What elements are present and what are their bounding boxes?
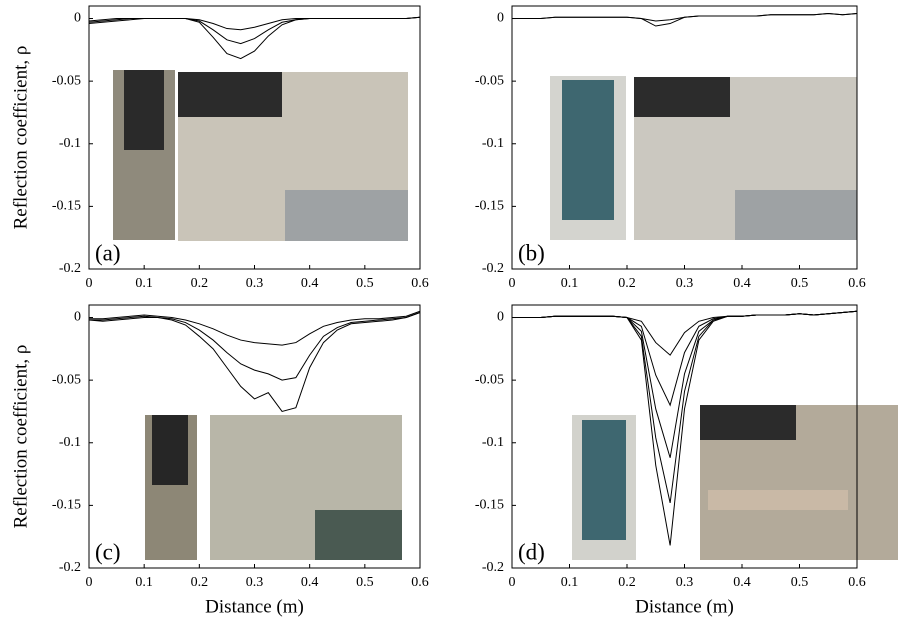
photo-detail — [152, 415, 188, 485]
y-tick-label: -0.15 — [52, 199, 81, 214]
x-tick-label: 0.1 — [561, 276, 579, 291]
data-line — [89, 17, 420, 58]
x-axis-label: Distance (m) — [205, 596, 304, 617]
data-line — [89, 313, 420, 381]
y-tick-label: -0.1 — [482, 435, 504, 450]
y-tick-label: -0.05 — [52, 372, 81, 387]
y-tick-label: -0.2 — [482, 261, 504, 276]
x-tick-label: 0.2 — [618, 276, 636, 291]
x-tick-label: 0.6 — [411, 575, 429, 590]
y-tick-label: -0.2 — [482, 560, 504, 575]
x-tick-label: 0.4 — [301, 575, 319, 590]
x-tick-label: 0 — [86, 276, 93, 291]
data-line — [512, 14, 857, 27]
y-tick-label: 0 — [74, 310, 81, 325]
y-tick-label: -0.05 — [475, 73, 504, 88]
photo-detail — [708, 490, 848, 510]
x-tick-label: 0 — [509, 276, 516, 291]
y-tick-label: -0.2 — [59, 261, 81, 276]
y-tick-label: -0.15 — [475, 498, 504, 513]
photo-detail — [700, 405, 796, 440]
y-tick-label: -0.05 — [52, 73, 81, 88]
x-tick-label: 0 — [509, 575, 516, 590]
figure: 0 0.1 0.2 0.3 0.4 0.5 0.6 0 -0.05 -0.1 -0.15 -0.2 (a… — [0, 0, 899, 629]
x-tick-label: 0.3 — [246, 276, 264, 291]
y-tick-label: -0.15 — [52, 498, 81, 513]
x-tick-label: 0 — [86, 575, 93, 590]
y-tick-label: -0.2 — [59, 560, 81, 575]
x-tick-label: 0.5 — [356, 575, 374, 590]
photo-detail — [582, 420, 626, 540]
x-tick-label: 0.1 — [135, 276, 153, 291]
data-line — [512, 14, 857, 22]
photo-detail — [285, 190, 408, 241]
x-tick-label: 0.1 — [561, 575, 579, 590]
photo-detail — [562, 80, 614, 220]
photo-detail — [634, 77, 730, 117]
data-line — [89, 313, 420, 412]
x-tick-label: 0.6 — [848, 575, 866, 590]
y-tick-label: 0 — [497, 310, 504, 325]
x-tick-label: 0.1 — [135, 575, 153, 590]
x-tick-label: 0.5 — [791, 276, 809, 291]
y-tick-label: -0.15 — [475, 199, 504, 214]
photo-detail — [124, 70, 164, 150]
x-tick-label: 0.3 — [676, 575, 694, 590]
y-axis-label: Reflection coefficient, ρ — [10, 345, 31, 529]
panel-label: (c) — [95, 539, 121, 564]
x-tick-label: 0.4 — [733, 276, 751, 291]
x-tick-label: 0.2 — [191, 575, 209, 590]
panel-label: (a) — [95, 240, 121, 265]
y-axis-label: Reflection coefficient, ρ — [10, 46, 31, 230]
x-tick-label: 0.6 — [411, 276, 429, 291]
photo-detail — [735, 190, 857, 240]
x-tick-label: 0.5 — [356, 276, 374, 291]
y-tick-label: -0.1 — [59, 435, 81, 450]
x-tick-label: 0.2 — [618, 575, 636, 590]
x-tick-label: 0.4 — [301, 276, 319, 291]
x-axis-label: Distance (m) — [635, 596, 734, 617]
x-tick-label: 0.5 — [791, 575, 809, 590]
data-line — [89, 17, 420, 43]
photo-detail — [315, 510, 402, 560]
panel-label: (d) — [518, 539, 545, 564]
x-tick-label: 0.6 — [848, 276, 866, 291]
photo-detail — [178, 72, 282, 117]
y-tick-label: -0.1 — [482, 136, 504, 151]
y-tick-label: 0 — [497, 11, 504, 26]
data-line — [512, 311, 857, 355]
y-tick-label: -0.1 — [59, 136, 81, 151]
y-tick-label: 0 — [74, 11, 81, 26]
x-tick-label: 0.3 — [246, 575, 264, 590]
x-tick-label: 0.4 — [733, 575, 751, 590]
x-tick-label: 0.3 — [676, 276, 694, 291]
y-tick-label: -0.05 — [475, 372, 504, 387]
x-tick-label: 0.2 — [191, 276, 209, 291]
panel-label: (b) — [518, 240, 545, 265]
